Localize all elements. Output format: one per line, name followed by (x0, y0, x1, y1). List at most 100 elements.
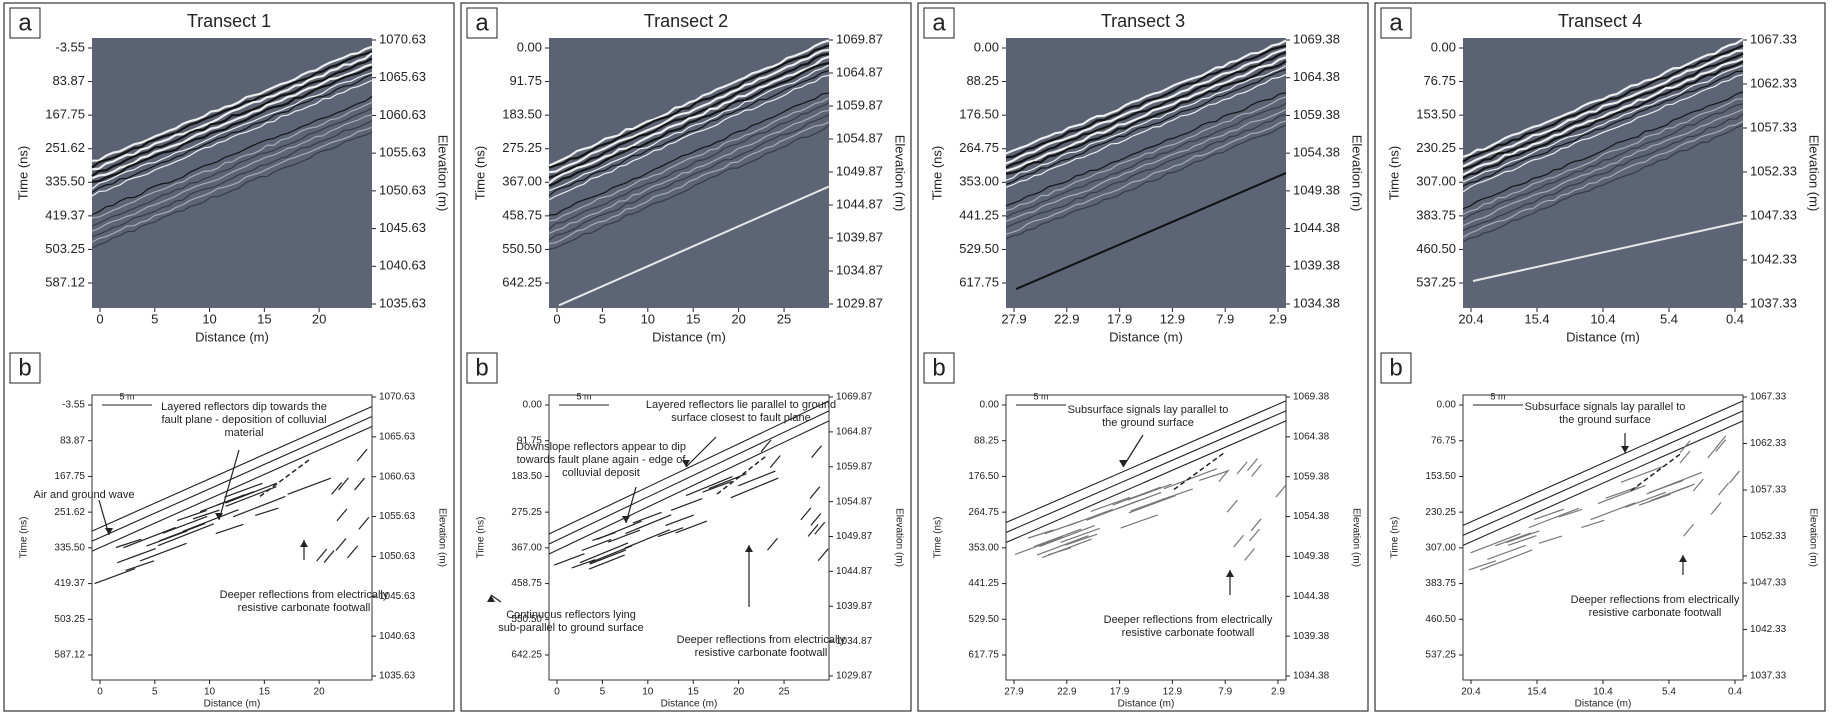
arrowhead (1621, 446, 1629, 453)
plot (1005, 38, 1287, 308)
deep-trace (1226, 499, 1238, 513)
label-box (9, 7, 41, 39)
elev-tick-label: 1064.87 (836, 427, 873, 438)
panel-label: b (475, 354, 488, 381)
annotation: Subsurface signals lay parallel to (1525, 401, 1686, 413)
label-box (923, 352, 955, 384)
reflector (548, 92, 830, 216)
y2-axis-label: Elevation (m) (1350, 508, 1361, 567)
reflector (548, 109, 830, 235)
deep-trace (1251, 464, 1262, 477)
deep-trace (347, 545, 359, 559)
elev-tick-label: 1054.38 (1293, 511, 1330, 522)
reflector (1005, 47, 1287, 165)
time-tick-label: 0.00 (974, 39, 999, 54)
deep-trace (811, 445, 823, 459)
elev-tick-label: 1044.38 (1293, 591, 1330, 602)
reflector (1462, 103, 1744, 221)
label-box (466, 7, 498, 39)
reflector-trace (1120, 514, 1159, 529)
x-axis-label: Distance (m) (661, 699, 718, 710)
time-tick-label: 91.75 (509, 73, 542, 88)
panel-label: a (18, 9, 32, 36)
panel-label: a (1389, 9, 1403, 36)
reflector (1005, 68, 1287, 185)
deep-trace (1218, 469, 1230, 483)
panel-title: Transect 3 (1101, 11, 1185, 31)
time-tick-label: 550.50 (502, 241, 542, 256)
reflector (1005, 51, 1287, 169)
scale-label: 5 m (1033, 391, 1048, 401)
interp-bg (1462, 394, 1744, 681)
deep-trace (760, 439, 772, 453)
time-tick-label: 458.75 (511, 578, 542, 589)
fault-dash (716, 454, 768, 495)
interp-bg (91, 394, 373, 681)
time-tick-label: 529.50 (959, 241, 999, 256)
reflector (548, 113, 830, 241)
time-tick-label: 460.50 (1416, 241, 1456, 256)
reflector-trace (125, 560, 155, 572)
time-tick-label: 88.25 (966, 73, 999, 88)
reflector-trace (1039, 525, 1095, 548)
annotation-arrow (490, 594, 502, 603)
elev-tick-label: 1060.63 (379, 471, 416, 482)
elev-tick-label: 1037.33 (1750, 671, 1787, 682)
time-tick-label: 503.25 (45, 241, 85, 256)
reflector-trace (255, 507, 279, 517)
y2-axis-label: Elevation (m) (1807, 135, 1822, 212)
elev-tick-label: 1044.38 (1293, 220, 1340, 235)
elev-tick-label: 1039.38 (1293, 258, 1340, 273)
reflector-trace (596, 520, 642, 540)
dist-tick-label: 10 (204, 687, 216, 698)
deep-trace (336, 508, 348, 522)
deep-reflector (1472, 220, 1744, 282)
dist-tick-label: 15 (688, 687, 700, 698)
reflector (1005, 44, 1287, 159)
reflector-trace (1130, 495, 1172, 512)
time-tick-label: 587.12 (54, 650, 85, 661)
reflector (91, 57, 373, 177)
dist-tick-label: 0 (554, 687, 560, 698)
time-tick-label: 176.50 (968, 471, 999, 482)
elev-tick-label: 1045.63 (379, 591, 416, 602)
annotation: Layered reflectors dip towards the (161, 401, 327, 413)
interp-surface (91, 406, 373, 532)
x-axis-label: Distance (m) (204, 699, 261, 710)
y2-axis-label: Elevation (m) (893, 135, 908, 212)
reflector-trace (1650, 485, 1691, 502)
deep-reflector (558, 185, 830, 307)
label-box (923, 7, 955, 39)
time-tick-label: 353.00 (959, 174, 999, 189)
elev-tick-label: 1042.33 (1750, 251, 1797, 266)
dist-tick-label: 5.4 (1662, 687, 1676, 698)
elev-tick-label: 1065.63 (379, 431, 416, 442)
scale-label: 5 m (1490, 391, 1505, 401)
y-axis-label: Time (ns) (476, 517, 487, 559)
reflector (91, 126, 373, 243)
dist-tick-label: 20 (733, 687, 745, 698)
reflector (1005, 65, 1287, 181)
reflector-trace (224, 482, 263, 498)
fault-dash (1630, 452, 1682, 492)
annotation: Air and ground wave (34, 489, 135, 501)
air-zone (92, 38, 372, 163)
reflector (1462, 113, 1744, 232)
dist-tick-label: 15 (259, 687, 271, 698)
reflector-trace (225, 482, 278, 504)
reflector-trace (1533, 508, 1564, 520)
reflector-trace (146, 530, 188, 547)
elev-tick-label: 1064.38 (1293, 69, 1340, 84)
time-tick-label: 617.75 (959, 274, 999, 289)
panel-frame (460, 2, 912, 712)
dist-tick-label: 0.4 (1728, 687, 1742, 698)
reflector-trace (1494, 532, 1532, 547)
time-tick-label: 183.50 (502, 107, 542, 122)
reflector-trace (589, 545, 633, 564)
fault-dash (259, 458, 311, 497)
reflector (91, 50, 373, 169)
reflector-trace (157, 523, 215, 547)
elev-tick-label: 1059.38 (1293, 471, 1330, 482)
deep-trace (358, 516, 370, 530)
reflector (1462, 60, 1744, 179)
